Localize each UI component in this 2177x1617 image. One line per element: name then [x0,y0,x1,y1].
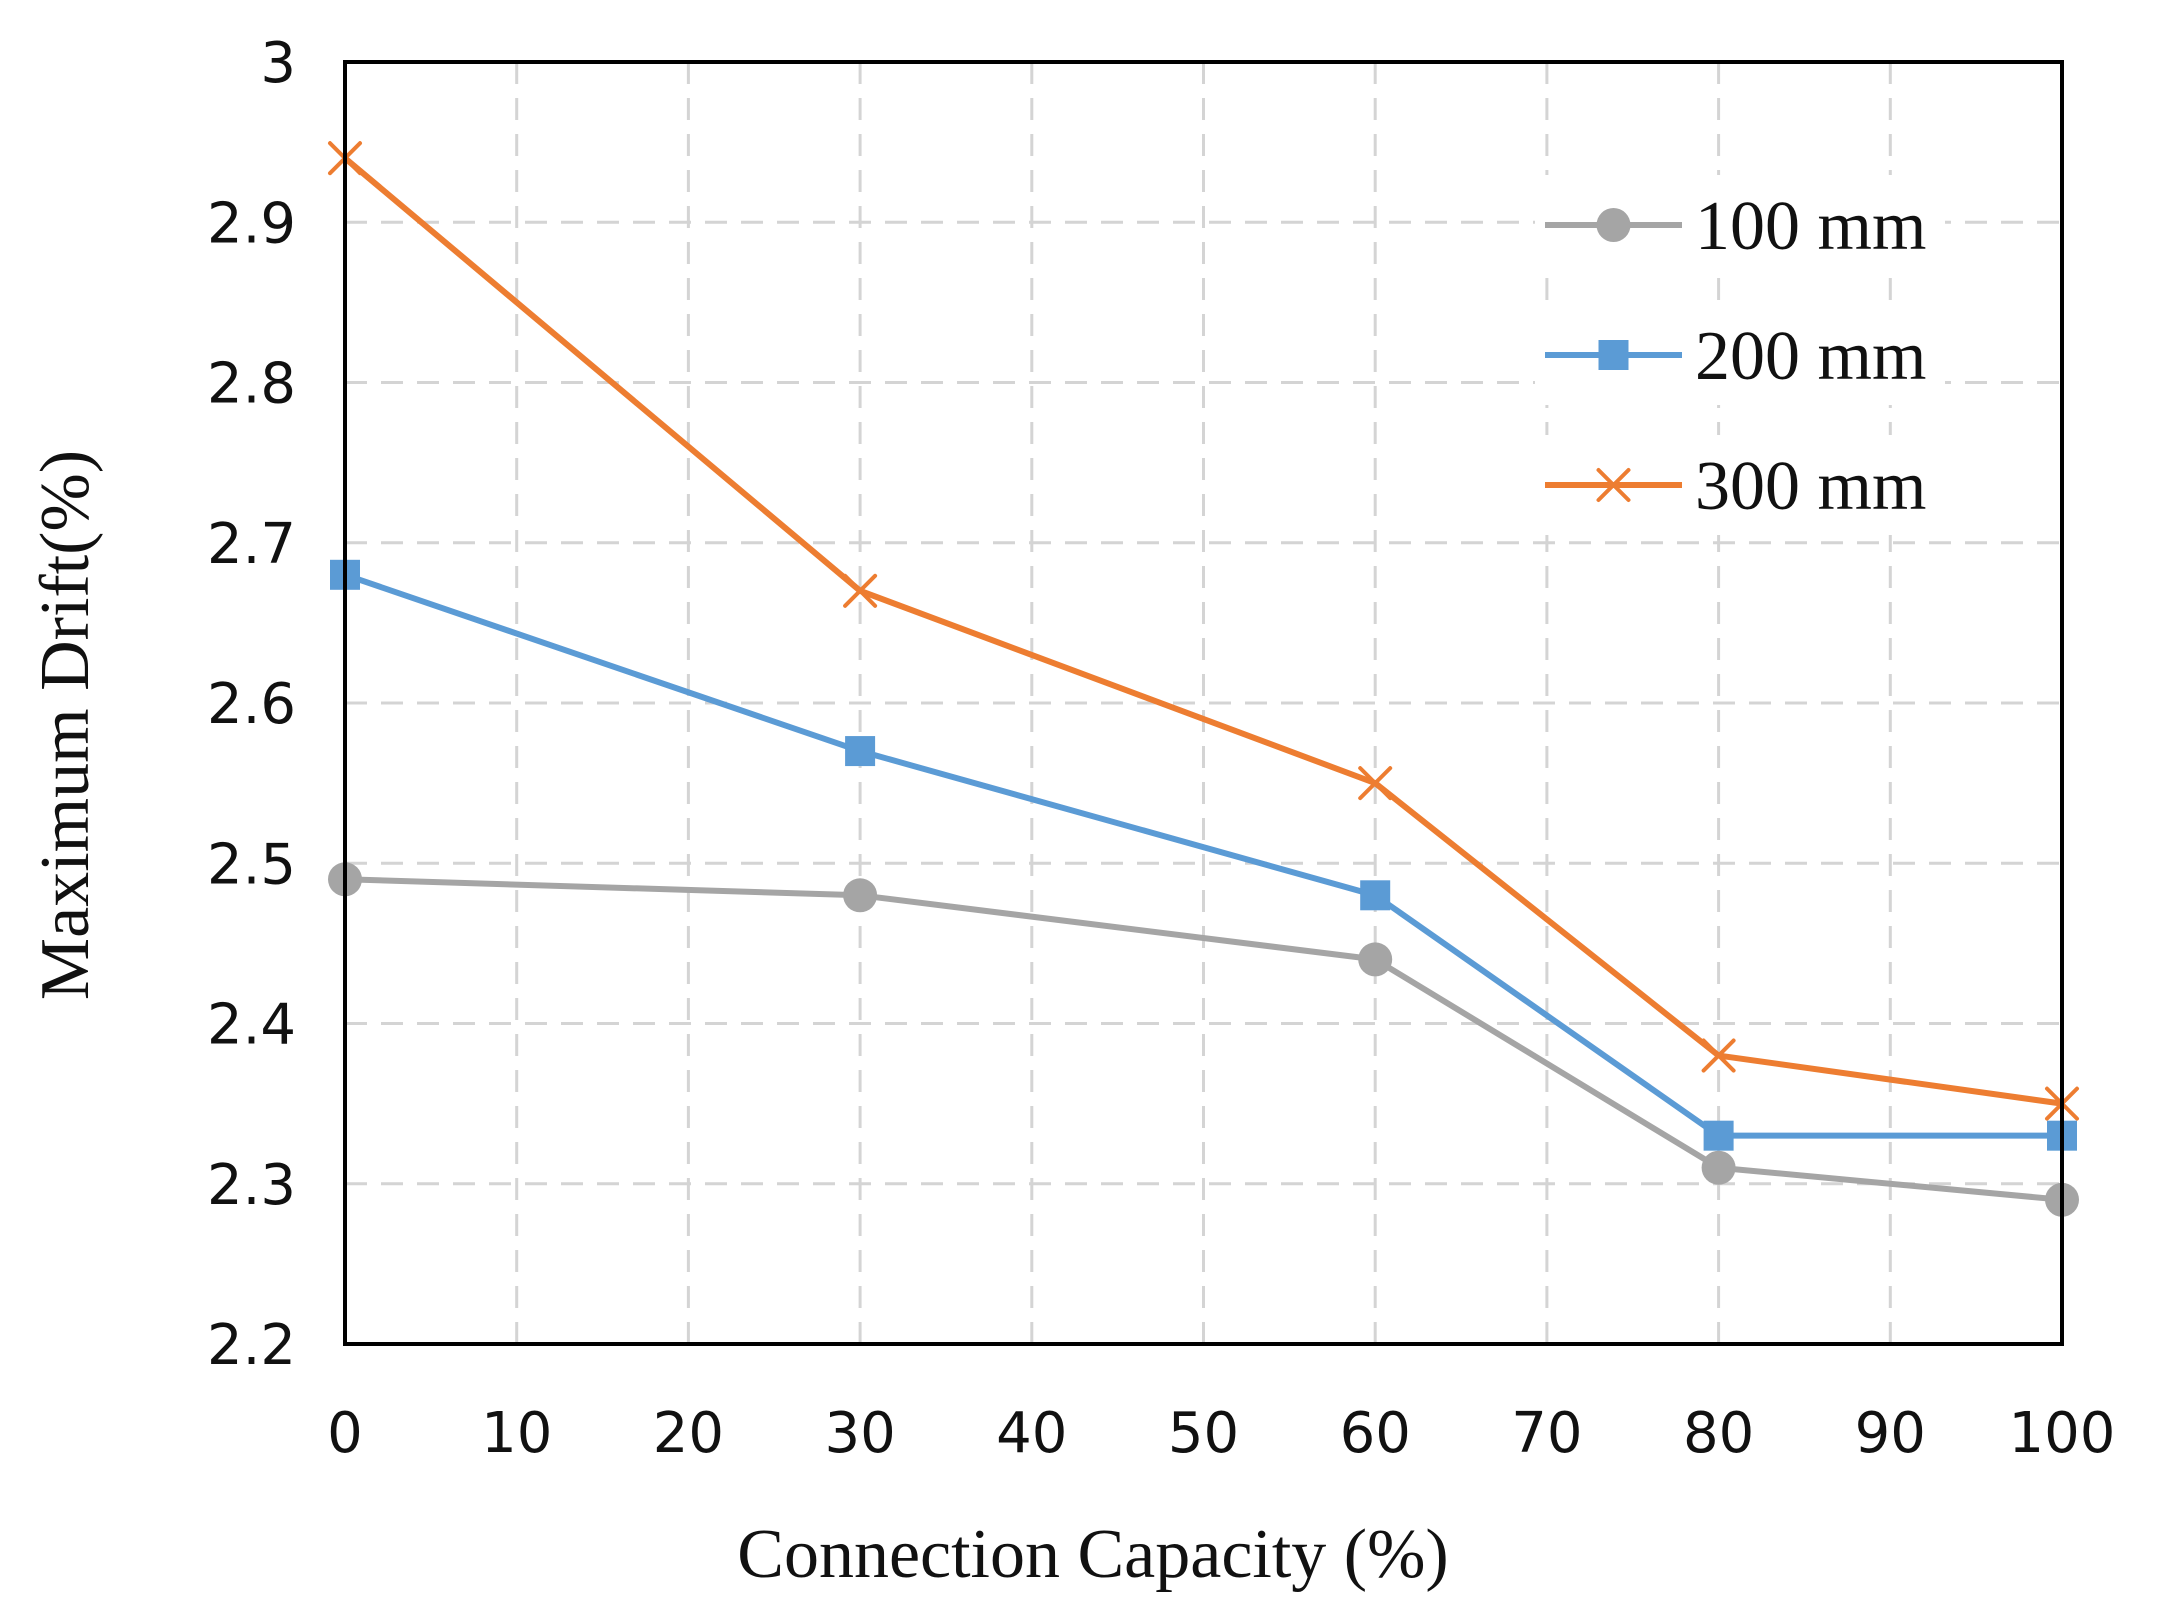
x-tick-label: 100 [2009,1401,2116,1466]
data-point-100-mm [1358,942,1393,977]
y-tick-label: 3 [260,31,296,96]
data-point-200-mm [1360,880,1391,911]
x-tick-label: 0 [327,1401,363,1466]
x-tick-label: 40 [996,1401,1067,1466]
data-point-200-mm [845,736,876,767]
x-tick-label: 30 [824,1401,895,1466]
legend-marker [1596,468,1631,502]
data-point-100-mm [1701,1150,1736,1185]
legend-item-100-mm: 100 mm [1535,175,1945,275]
legend-label: 100 mm [1695,188,1926,265]
y-tick-label: 2.3 [207,1153,296,1218]
y-tick-label: 2.6 [207,672,296,737]
legend-item-300-mm: 300 mm [1535,435,1945,535]
x-axis-title: Connection Capacity (%) [737,1516,1448,1593]
legend-marker [1598,340,1629,370]
x-axis-ticks: 0 10 20 30 40 50 60 70 80 90 100 [327,1401,2115,1466]
y-tick-label: 2.7 [207,512,296,577]
series-300-mm [328,141,2079,1121]
y-tick-label: 2.2 [207,1313,296,1378]
y-tick-label: 2.4 [207,993,296,1058]
x-tick-label: 20 [653,1401,724,1466]
legend-label: 200 mm [1695,318,1926,395]
x-tick-label: 60 [1340,1401,1411,1466]
x-tick-label: 10 [481,1401,552,1466]
data-point-300-mm [1701,1038,1736,1073]
data-point-300-mm [843,573,878,608]
legend-marker [1596,208,1631,242]
legend-label: 300 mm [1695,448,1926,525]
plot-frame [343,60,2064,1346]
data-point-100-mm [843,878,878,913]
y-axis-ticks: 2.2 2.3 2.4 2.5 2.6 2.7 2.8 2.9 3 [207,31,296,1378]
x-tick-label: 50 [1168,1401,1239,1466]
y-axis-title: Maximum Drift(%) [27,450,104,1000]
y-tick-label: 2.8 [207,352,296,417]
legend: 100 mm 200 mm 300 mm [1535,175,1945,535]
data-point-200-mm [1703,1120,1734,1151]
series-200-mm [330,559,2077,1151]
series-layer [328,141,2079,1217]
legend-item-200-mm: 200 mm [1535,305,1945,405]
x-tick-label: 90 [1855,1401,1926,1466]
data-point-300-mm [1358,766,1393,801]
y-tick-label: 2.9 [207,191,296,256]
x-tick-label: 70 [1511,1401,1582,1466]
y-tick-label: 2.5 [207,832,296,897]
x-tick-label: 80 [1683,1401,1754,1466]
